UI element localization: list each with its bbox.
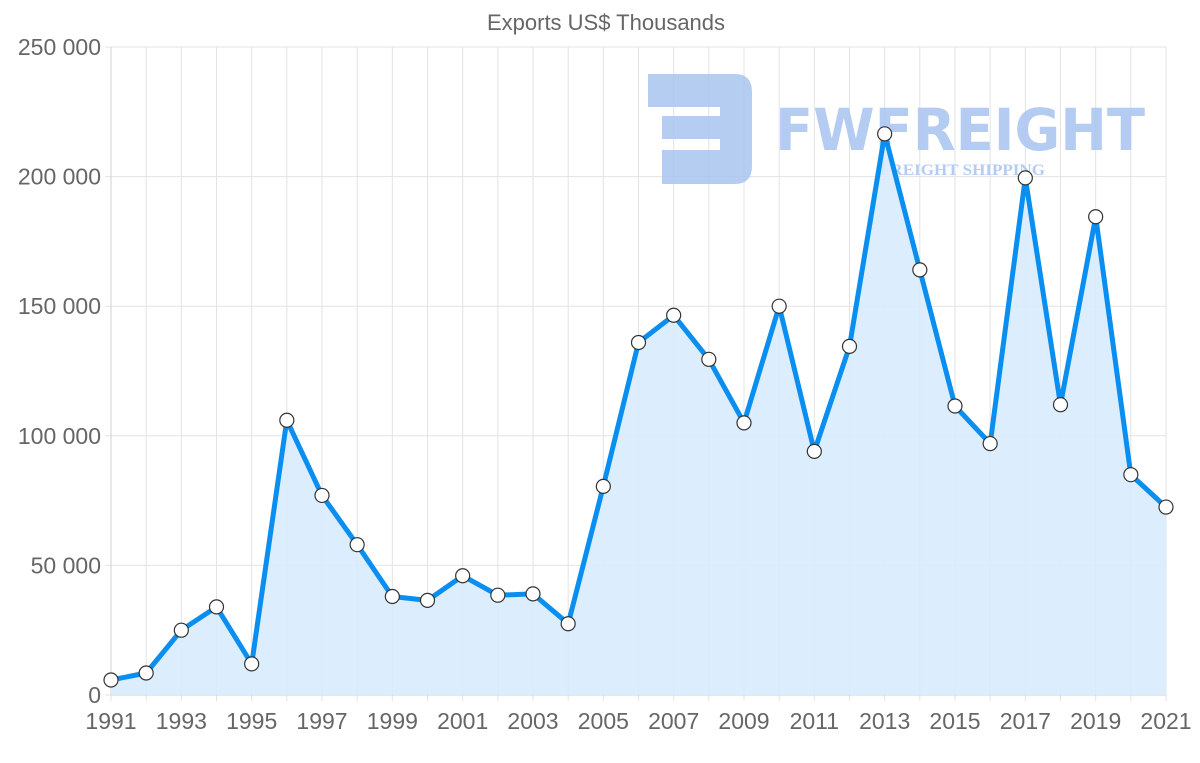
data-point[interactable] — [841, 338, 858, 354]
x-tick-label: 2019 — [1070, 708, 1121, 734]
data-point[interactable] — [314, 487, 330, 504]
x-tick-label: 1991 — [85, 708, 136, 734]
data-point[interactable] — [103, 672, 119, 688]
x-tick-label: 1997 — [296, 708, 347, 734]
fwfreight-watermark: FWFREIGHT FREIGHT SHIPPING — [648, 74, 1145, 184]
data-point[interactable] — [525, 586, 541, 602]
y-tick-label: 50 000 — [31, 552, 101, 578]
series-exports — [103, 126, 1174, 696]
y-tick-label: 100 000 — [18, 423, 101, 449]
data-point[interactable] — [630, 334, 647, 351]
data-point[interactable] — [1123, 467, 1139, 483]
data-point[interactable] — [912, 262, 928, 278]
watermark-brand: FWFREIGHT — [775, 96, 1145, 164]
data-point[interactable] — [771, 298, 787, 314]
x-tick-label: 2021 — [1140, 708, 1191, 734]
data-point[interactable] — [490, 587, 506, 603]
data-point[interactable] — [806, 443, 822, 459]
data-point[interactable] — [384, 588, 400, 605]
data-point[interactable] — [138, 665, 154, 681]
data-point[interactable] — [419, 592, 436, 608]
x-tick-label: 2005 — [578, 708, 629, 734]
x-tick-label: 2015 — [929, 708, 980, 734]
y-tick-label: 0 — [88, 682, 101, 708]
x-tick-label: 2001 — [437, 708, 488, 734]
data-point[interactable] — [947, 398, 963, 414]
y-axis: 0 50 000 100 000 150 000 200 000 250 000 — [18, 34, 101, 708]
x-axis: 1991 1993 1995 1997 1999 2001 2003 2005 2007 2009… — [85, 708, 1191, 734]
data-point[interactable] — [595, 478, 611, 494]
data-point[interactable] — [244, 656, 260, 672]
watermark-tagline: FREIGHT SHIPPING — [880, 162, 1046, 179]
area-fill — [111, 133, 1166, 696]
data-point[interactable] — [736, 415, 752, 431]
data-point[interactable] — [1088, 209, 1104, 225]
chart-title: Exports US$ Thousands — [487, 10, 725, 35]
data-point[interactable] — [279, 412, 295, 428]
data-point[interactable] — [1158, 499, 1174, 515]
data-point[interactable] — [1017, 170, 1033, 186]
fwfreight-logo-icon — [648, 74, 752, 184]
y-tick-label: 150 000 — [18, 293, 101, 319]
y-tick-label: 200 000 — [18, 164, 101, 190]
data-point[interactable] — [455, 568, 471, 584]
data-point[interactable] — [173, 622, 189, 638]
x-tick-label: 1993 — [156, 708, 207, 734]
y-tick-label: 250 000 — [18, 34, 101, 60]
data-point[interactable] — [1052, 397, 1069, 413]
x-tick-label: 1995 — [226, 708, 277, 734]
x-tick-label: 2017 — [1000, 708, 1051, 734]
x-tick-label: 2013 — [859, 708, 910, 734]
data-point[interactable] — [208, 599, 225, 615]
data-point[interactable] — [666, 307, 682, 323]
data-point[interactable] — [701, 351, 717, 367]
x-tick-label: 2003 — [507, 708, 558, 734]
x-tick-label: 2007 — [648, 708, 699, 734]
data-point[interactable] — [349, 537, 365, 553]
x-tick-label: 2011 — [790, 708, 839, 734]
x-tick-label: 2009 — [718, 708, 769, 734]
x-tick-label: 1999 — [367, 708, 418, 734]
data-point[interactable] — [982, 435, 998, 452]
data-point[interactable] — [877, 126, 893, 142]
data-point[interactable] — [560, 616, 576, 632]
